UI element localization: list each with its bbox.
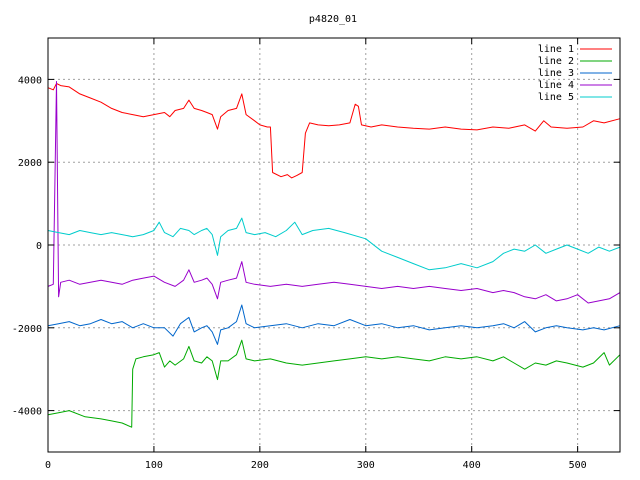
series-line-4 bbox=[47, 81, 621, 304]
x-tick-label: 400 bbox=[463, 460, 481, 471]
y-tick-label: -4000 bbox=[12, 407, 42, 418]
series-layer bbox=[47, 81, 621, 428]
legend-label: line 3 bbox=[538, 68, 574, 79]
x-tick-label: 300 bbox=[357, 460, 375, 471]
y-tick-label: 0 bbox=[36, 241, 42, 252]
y-tick-label: -2000 bbox=[12, 324, 42, 335]
series-line-1 bbox=[47, 83, 621, 179]
series-line-2 bbox=[47, 339, 621, 428]
grid bbox=[48, 38, 620, 452]
chart-title: p4820_01 bbox=[309, 14, 357, 25]
x-tick-label: 0 bbox=[45, 460, 51, 471]
legend-label: line 5 bbox=[538, 92, 574, 103]
legend-label: line 4 bbox=[538, 80, 574, 91]
y-tick-label: 4000 bbox=[18, 75, 42, 86]
legend-label: line 2 bbox=[538, 56, 574, 67]
x-tick-label: 500 bbox=[569, 460, 587, 471]
series-line-5 bbox=[47, 217, 621, 271]
axis-ticks: 0 100 200 300 400 500 -4000 -2000 0 2000 4000 bbox=[12, 38, 620, 471]
x-tick-label: 100 bbox=[145, 460, 163, 471]
x-tick-label: 200 bbox=[251, 460, 269, 471]
series-line-3 bbox=[47, 304, 621, 345]
legend-label: line 1 bbox=[538, 44, 574, 55]
y-tick-label: 2000 bbox=[18, 158, 42, 169]
